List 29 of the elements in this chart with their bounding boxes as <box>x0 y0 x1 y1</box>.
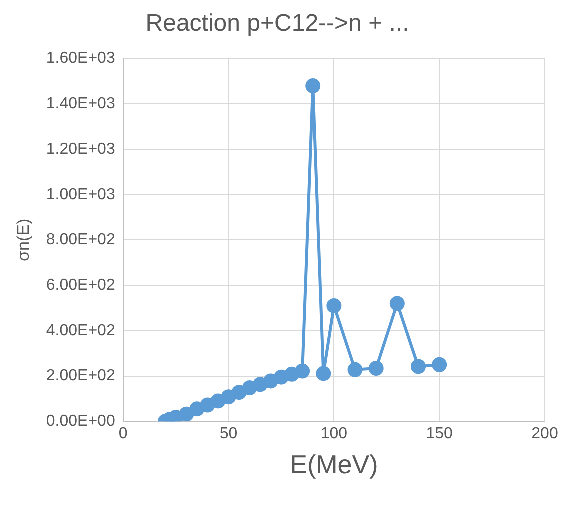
y-tick-label: 1.00E+03 <box>46 186 116 204</box>
point <box>232 385 247 400</box>
point <box>390 296 405 312</box>
y-tick-label: 4.00E+02 <box>46 322 116 340</box>
x-tick-label: 100 <box>320 426 348 443</box>
y-tick-label: 2.00E+02 <box>46 368 116 385</box>
y-tick-label: 1.20E+03 <box>46 140 116 158</box>
y-tick-label: 6.00E+02 <box>46 276 116 294</box>
x-tick-label: 200 <box>532 426 558 443</box>
x-axis-title: E(MeV) <box>290 450 378 480</box>
chart-title: Reaction p+C12-->n + ... <box>146 10 410 38</box>
x-tick-label: 0 <box>118 426 128 443</box>
y-tick-label: 8.00E+02 <box>46 232 116 249</box>
point <box>368 361 384 376</box>
point <box>295 364 310 379</box>
y-axis-title: σn(E) <box>14 218 33 262</box>
point <box>348 362 363 378</box>
y-tick-label: 1.40E+03 <box>46 96 116 113</box>
y-tick-label: 1.60E+03 <box>46 50 116 68</box>
y-tick-label: 0.00E+00 <box>46 413 116 430</box>
point <box>411 359 426 374</box>
point <box>221 390 236 405</box>
x-tick-label: 50 <box>220 426 238 443</box>
point <box>316 366 332 382</box>
point <box>306 78 321 94</box>
point <box>179 406 194 422</box>
x-tick-label: 150 <box>426 426 454 443</box>
point <box>432 357 448 372</box>
point <box>326 298 342 314</box>
